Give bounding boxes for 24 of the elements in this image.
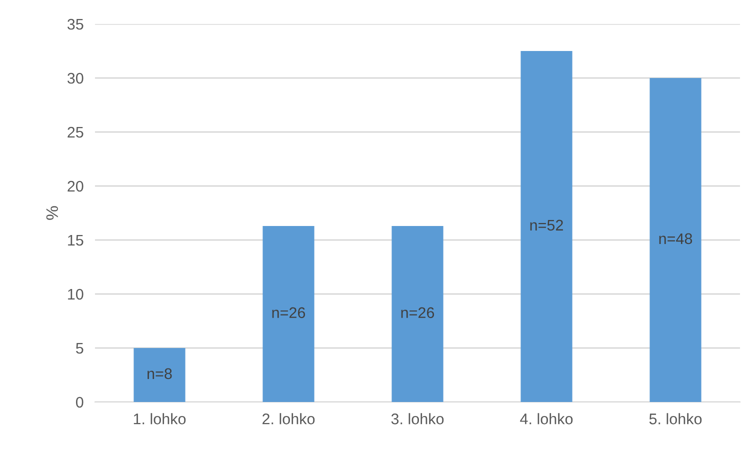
bar bbox=[650, 78, 702, 402]
bar bbox=[262, 226, 314, 402]
y-tick-label: 15 bbox=[68, 235, 84, 246]
x-tick-label: 1. lohko bbox=[134, 413, 186, 424]
x-tick-label: 2. lohko bbox=[262, 413, 315, 424]
annotation: n=8 bbox=[148, 368, 172, 380]
x-tick-label: 3. lohko bbox=[391, 413, 444, 424]
x-tick-label: 5. lohko bbox=[649, 413, 702, 424]
bar bbox=[392, 226, 444, 402]
annotation: n=26 bbox=[401, 307, 434, 318]
y-axis-title: % bbox=[46, 206, 58, 220]
y-tick-label: 0 bbox=[76, 396, 84, 408]
x-tick-label: 4. lohko bbox=[520, 413, 573, 424]
y-tick-label: 10 bbox=[68, 288, 84, 300]
y-tick-label: 25 bbox=[68, 126, 84, 138]
y-tick-label: 5 bbox=[76, 343, 84, 354]
y-tick-label: 20 bbox=[68, 180, 84, 192]
annotation: n=26 bbox=[272, 307, 306, 318]
y-tick-label: 30 bbox=[67, 72, 84, 84]
y-tick-label: 35 bbox=[67, 18, 84, 30]
bar bbox=[520, 51, 572, 402]
bar bbox=[134, 348, 186, 402]
annotation: n=48 bbox=[659, 233, 692, 244]
annotation: n=52 bbox=[530, 220, 563, 231]
